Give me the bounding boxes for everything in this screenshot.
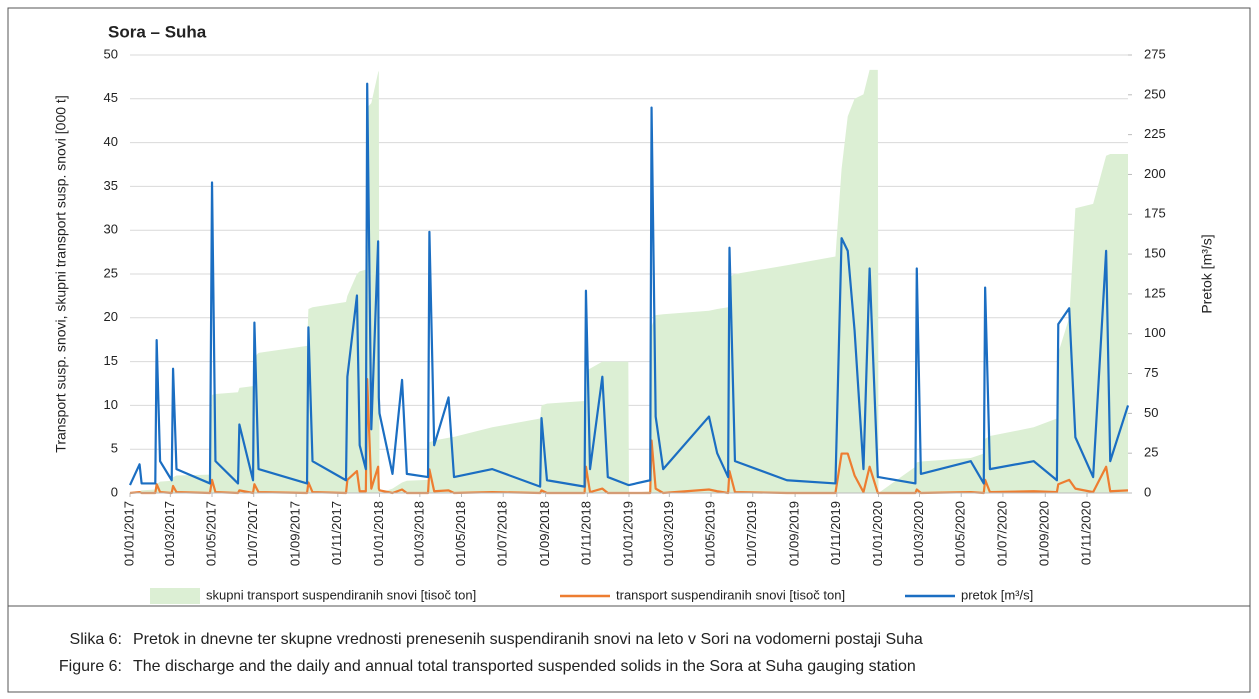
y-tick-label: 50 — [104, 46, 118, 61]
x-tick-label: 01/07/2020 — [994, 501, 1009, 566]
x-tick-label: 01/09/2020 — [1037, 501, 1052, 566]
x-tick-label: 01/05/2019 — [702, 501, 717, 566]
y2-tick-label: 225 — [1144, 126, 1166, 141]
y-tick-label: 45 — [104, 90, 118, 105]
y2-tick-label: 175 — [1144, 206, 1166, 221]
y-tick-label: 25 — [104, 265, 118, 280]
y2-tick-label: 150 — [1144, 246, 1166, 261]
x-tick-label: 01/09/2017 — [288, 501, 303, 566]
chart-title: Sora – Suha — [108, 22, 207, 41]
x-tick-label: 01/03/2017 — [162, 501, 177, 566]
x-tick-label: 01/11/2019 — [828, 501, 843, 565]
x-tick-label: 01/03/2020 — [911, 501, 926, 566]
caption-text: Pretok in dnevne ter skupne vrednosti pr… — [133, 631, 923, 648]
y-tick-label: 5 — [111, 441, 118, 456]
y2-tick-label: 250 — [1144, 86, 1166, 101]
x-tick-label: 01/09/2019 — [787, 501, 802, 566]
legend-swatch — [150, 588, 200, 604]
y-tick-label: 15 — [104, 353, 118, 368]
x-tick-label: 01/05/2020 — [953, 501, 968, 566]
y2-tick-label: 25 — [1144, 445, 1158, 460]
y2-tick-label: 125 — [1144, 285, 1166, 300]
y2-axis-label: Pretok [m³/s] — [1199, 234, 1215, 313]
caption-label: Figure 6: — [59, 658, 122, 675]
y-tick-label: 10 — [104, 397, 118, 412]
x-tick-label: 01/11/2018 — [579, 501, 594, 565]
y2-tick-label: 75 — [1144, 365, 1158, 380]
y2-tick-label: 50 — [1144, 405, 1158, 420]
y2-tick-label: 275 — [1144, 46, 1166, 61]
frame — [7, 7, 1251, 693]
y2-tick-label: 0 — [1144, 484, 1151, 499]
x-tick-label: 01/05/2017 — [203, 501, 218, 566]
x-tick-label: 01/01/2020 — [870, 501, 885, 566]
x-tick-label: 01/03/2018 — [411, 501, 426, 566]
y-tick-label: 35 — [104, 178, 118, 193]
x-tick-label: 01/07/2017 — [245, 501, 260, 566]
y2-tick-label: 100 — [1144, 325, 1166, 340]
y2-tick-label: 200 — [1144, 166, 1166, 181]
x-tick-label: 01/01/2017 — [121, 501, 136, 566]
area — [130, 69, 1128, 493]
legend-label: skupni transport suspendiranih snovi [ti… — [206, 587, 476, 602]
x-tick-label: 01/01/2018 — [371, 501, 386, 566]
y-tick-label: 0 — [111, 484, 118, 499]
y-tick-label: 40 — [104, 134, 118, 149]
x-tick-label: 01/11/2017 — [329, 501, 344, 565]
x-tick-label: 01/07/2019 — [744, 501, 759, 566]
line — [129, 82, 1130, 488]
caption-text: The discharge and the daily and annual t… — [133, 658, 916, 675]
x-tick-label: 01/09/2018 — [537, 501, 552, 566]
x-tick-label: 01/07/2018 — [495, 501, 510, 566]
y-tick-label: 30 — [104, 222, 118, 237]
legend-label: pretok [m³/s] — [961, 587, 1033, 602]
y-tick-label: 20 — [104, 309, 118, 324]
y-axis-label: Transport susp. snovi, skupni transport … — [53, 95, 69, 452]
x-tick-label: 01/11/2020 — [1078, 501, 1093, 565]
caption-label: Slika 6: — [70, 631, 122, 648]
x-tick-label: 01/03/2019 — [661, 501, 676, 566]
x-tick-label: 01/05/2018 — [453, 501, 468, 566]
legend-label: transport suspendiranih snovi [tisoč ton… — [616, 587, 845, 602]
x-tick-label: 01/01/2019 — [620, 501, 635, 566]
